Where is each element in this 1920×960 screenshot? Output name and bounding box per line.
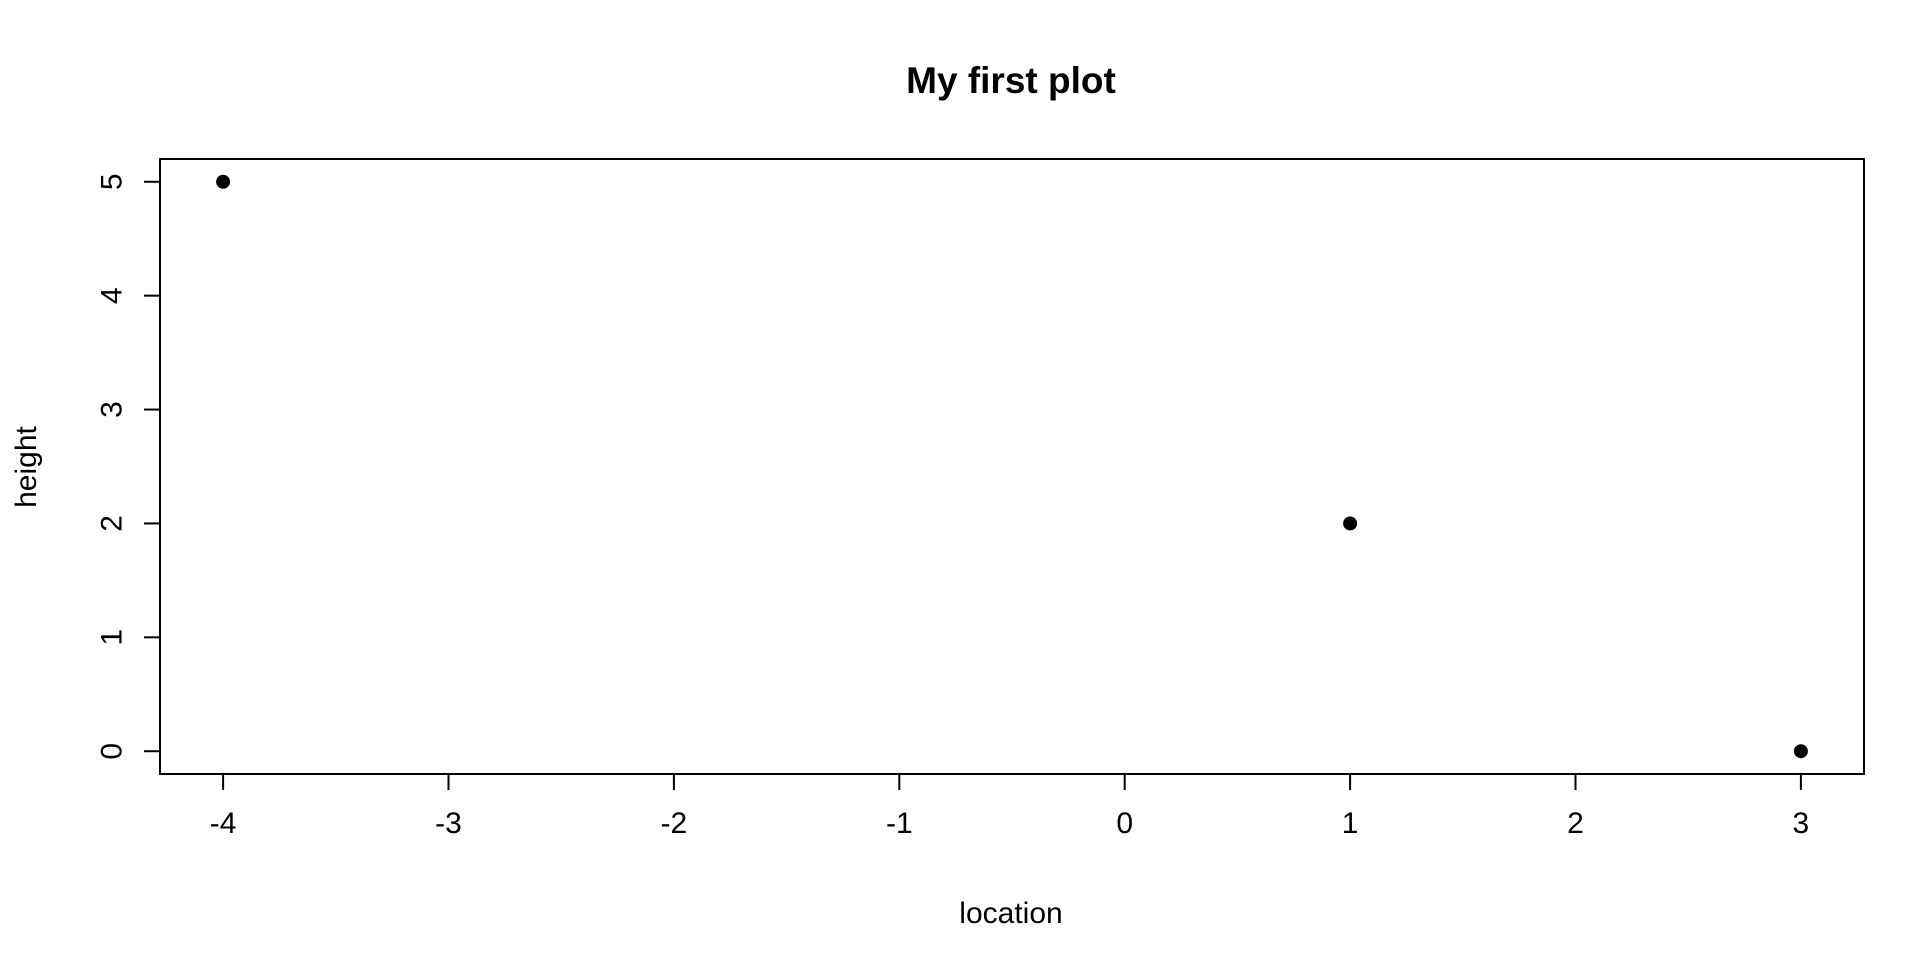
y-tick-label: 0 [96,743,129,760]
x-tick-label: -3 [435,807,462,840]
x-tick-label: 2 [1567,807,1584,840]
y-tick-label: 2 [96,515,129,532]
x-tick-label: -4 [210,807,237,840]
data-point [1343,516,1358,531]
y-tick-label: 5 [96,173,129,190]
y-tick-label: 4 [96,287,129,304]
x-axis-label: location [959,897,1062,930]
data-points [216,174,1808,759]
x-tick-label: 1 [1342,807,1359,840]
y-tick-label: 3 [96,401,129,418]
x-axis: -4 -3 -2 -1 0 1 2 3 [210,773,1810,840]
y-tick-label: 1 [96,629,129,646]
y-axis: 0 1 2 3 4 5 [96,173,161,760]
x-tick-label: -1 [886,807,913,840]
x-tick-label: 3 [1793,807,1810,840]
chart-title: My first plot [906,60,1116,101]
y-axis-label: height [10,425,43,507]
data-point [216,174,231,189]
data-point [1793,744,1808,759]
plot-frame [159,158,1865,775]
x-tick-label: 0 [1116,807,1133,840]
x-tick-label: -2 [661,807,688,840]
